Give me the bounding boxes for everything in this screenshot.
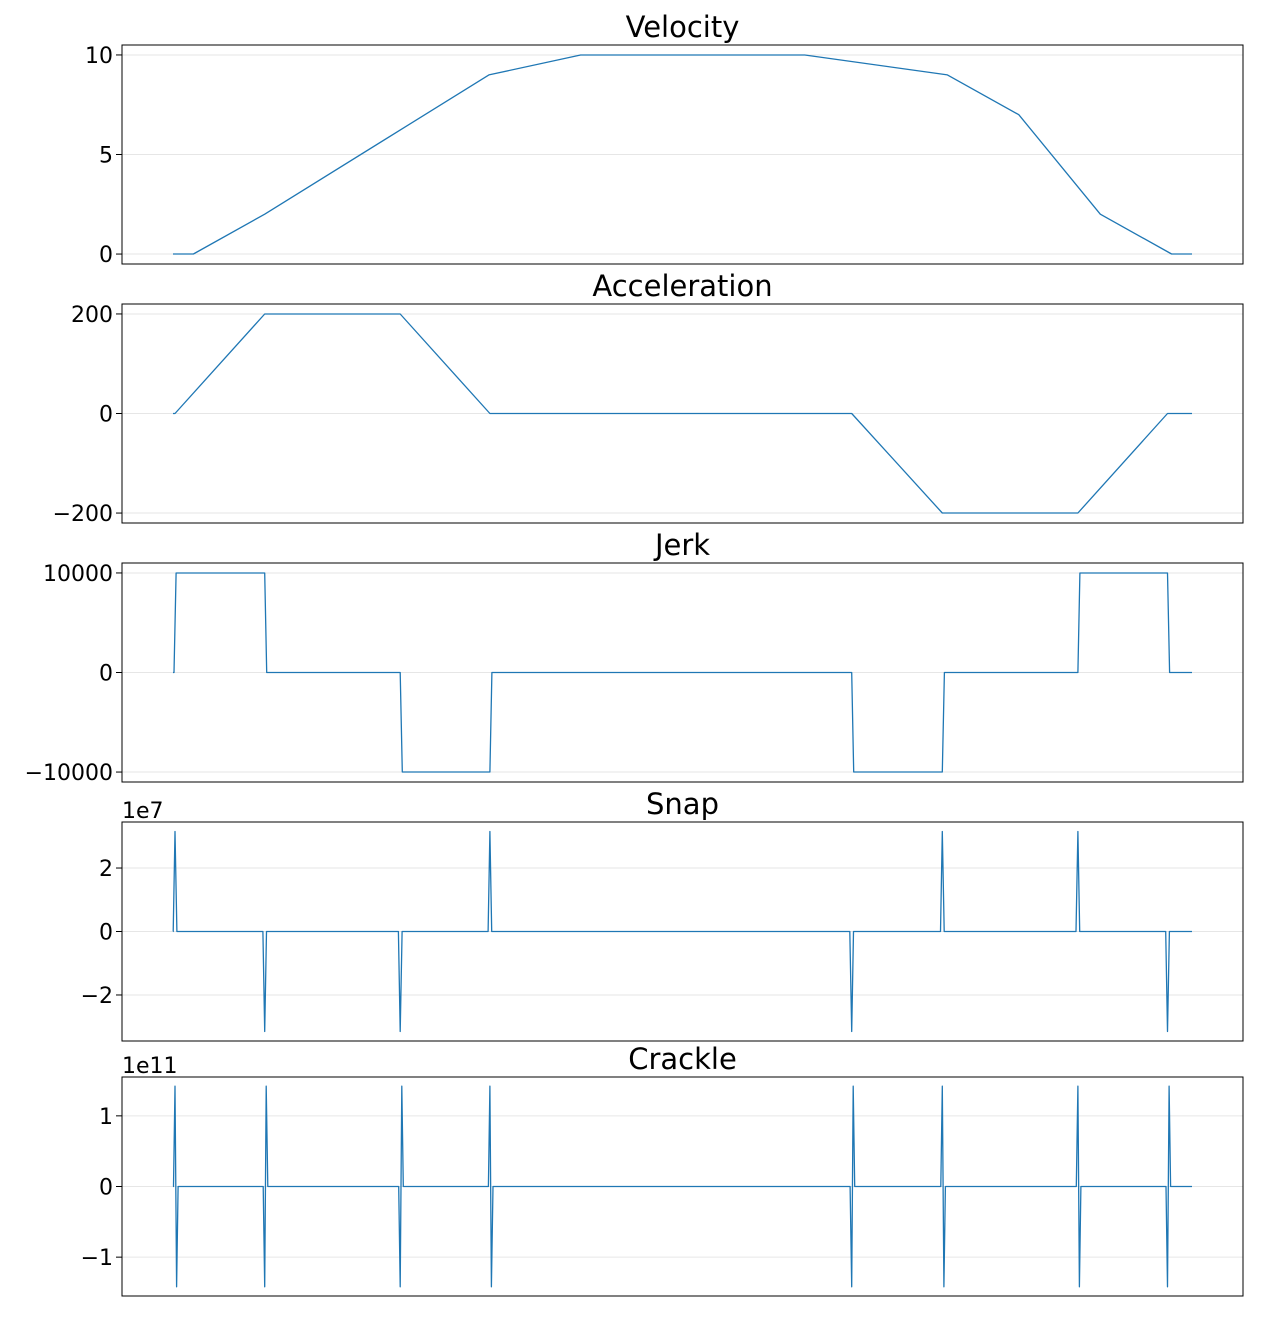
y-tick-label: 10 (85, 44, 113, 69)
panel-jerk: Jerk −10000 0 10000 (25, 528, 1244, 786)
panel-crackle: Crackle −1 0 1 1e11 (81, 1042, 1244, 1297)
y-tick-label: 1 (99, 1105, 113, 1130)
y-tick-label: −200 (53, 502, 113, 527)
panel-title: Acceleration (592, 269, 772, 303)
panel-velocity: Velocity 0 5 10 (85, 10, 1244, 268)
panel-title: Snap (646, 787, 719, 821)
y-tick-label: 0 (99, 1176, 113, 1201)
y-tick-label: −1 (81, 1246, 113, 1271)
series-line-jerk (173, 572, 1192, 773)
y-tick-label: −10000 (25, 761, 113, 786)
panel-snap: Snap −2 0 2 1e7 (81, 787, 1244, 1042)
series-line-crackle (172, 1085, 1192, 1288)
y-tick-label: 0 (99, 921, 113, 946)
panel-title: Crackle (628, 1042, 737, 1076)
y-tick-label: 5 (99, 144, 113, 169)
series-line-velocity (173, 54, 1192, 255)
y-tick-label: 0 (99, 243, 113, 268)
axis-offset-label: 1e7 (122, 799, 164, 824)
axis-offset-label: 1e11 (122, 1054, 178, 1079)
y-tick-label: 0 (99, 403, 113, 428)
y-tick-label: 0 (99, 662, 113, 687)
series-line-snap (172, 830, 1192, 1033)
panel-title: Jerk (653, 528, 710, 562)
y-tick-label: 2 (99, 857, 113, 882)
y-tick-label: −2 (81, 984, 113, 1009)
series-line-acceleration (173, 313, 1192, 514)
panel-acceleration: Acceleration −200 0 200 (53, 269, 1244, 527)
axes-frame (121, 821, 1244, 1042)
axes-frame (121, 562, 1244, 783)
y-tick-label: 200 (71, 303, 113, 328)
axes-frame (121, 303, 1244, 524)
panel-title: Velocity (626, 10, 740, 44)
axes-frame (121, 44, 1244, 265)
axes-frame (121, 1076, 1244, 1297)
y-tick-label: 10000 (43, 562, 113, 587)
